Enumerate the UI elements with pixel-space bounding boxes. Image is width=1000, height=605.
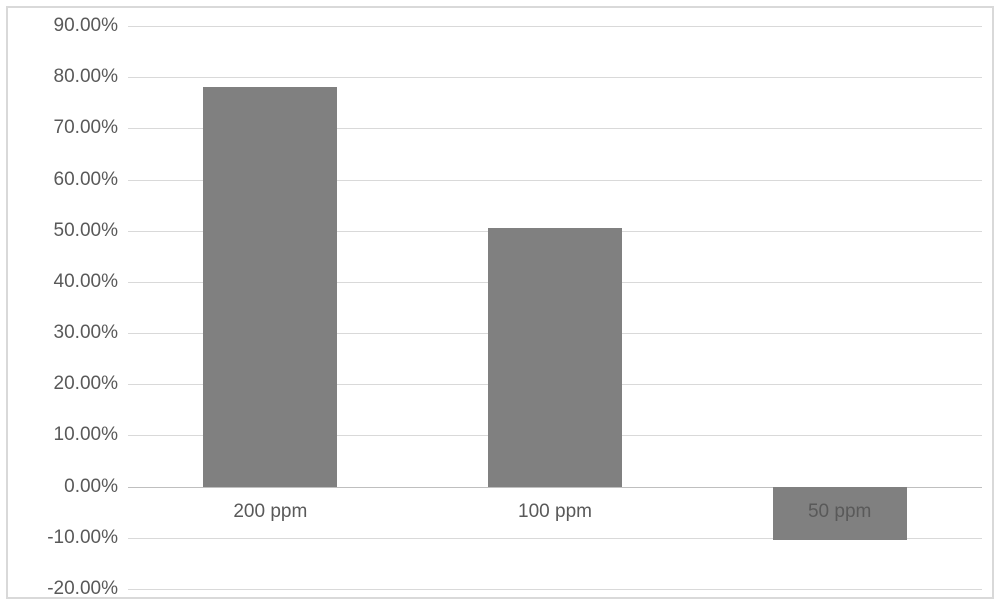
y-tick-label: -20.00% <box>47 578 128 600</box>
y-tick-label: -10.00% <box>47 527 128 549</box>
y-tick-label: 20.00% <box>54 373 128 395</box>
x-tick-label: 200 ppm <box>233 501 307 523</box>
gridline <box>128 26 982 27</box>
y-tick-label: 70.00% <box>54 117 128 139</box>
x-tick-label: 50 ppm <box>808 501 871 523</box>
chart-plot-area: -20.00%-10.00%0.00%10.00%20.00%30.00%40.… <box>128 26 982 589</box>
y-tick-label: 10.00% <box>54 424 128 446</box>
chart-canvas: -20.00% -10.00% 0.00% 10.00% 20.00% 30.00% 40.… <box>0 0 1000 605</box>
x-tick-label: 100 ppm <box>518 501 592 523</box>
y-tick-label: 30.00% <box>54 322 128 344</box>
y-tick-label: 80.00% <box>54 66 128 88</box>
y-tick-label: 90.00% <box>54 15 128 37</box>
bar <box>488 228 622 486</box>
y-tick-label: 0.00% <box>64 476 128 498</box>
y-tick-label: 40.00% <box>54 271 128 293</box>
gridline <box>128 589 982 590</box>
y-tick-label: 50.00% <box>54 220 128 242</box>
gridline <box>128 77 982 78</box>
bar <box>203 87 337 486</box>
y-tick-label: 60.00% <box>54 169 128 191</box>
